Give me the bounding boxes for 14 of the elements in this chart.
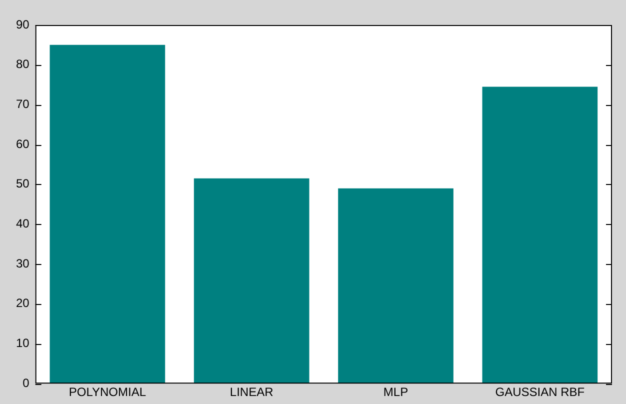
y-tick-label: 90 <box>16 17 30 32</box>
y-tick-label: 30 <box>16 256 30 270</box>
x-tick-label: MLP <box>383 385 408 400</box>
y-tick-label: 40 <box>16 216 30 231</box>
y-tick-label: 50 <box>16 176 30 191</box>
x-tick-label: POLYNOMIAL <box>68 385 146 400</box>
y-tick-label: 80 <box>16 57 30 72</box>
y-tick-label: 0 <box>22 376 30 390</box>
x-tick-label: GAUSSIAN RBF <box>495 385 585 400</box>
y-tick-label: 60 <box>16 136 30 151</box>
x-tick-label: LINEAR <box>230 385 274 400</box>
y-tick-label: 20 <box>16 296 30 310</box>
y-tick-label: 70 <box>16 97 30 111</box>
y-tick-label: 10 <box>16 336 30 350</box>
